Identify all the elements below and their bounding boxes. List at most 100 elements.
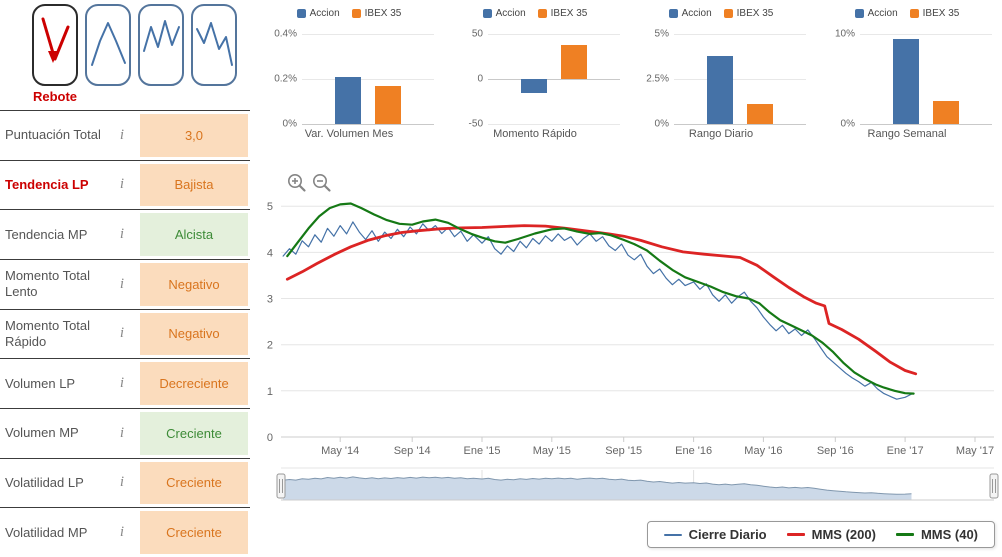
legend-swatch (723, 9, 733, 18)
indicator-table: Puntuación Total i 3,0 Tendencia LP i Bajista… (0, 110, 250, 557)
indicator-value: Creciente (140, 461, 248, 505)
indicator-row: Volumen MP i Creciente (0, 408, 250, 458)
legend-item-accion[interactable]: Accion (482, 8, 526, 19)
gridline (674, 124, 806, 125)
legend-item-ibex-35[interactable]: IBEX 35 (537, 8, 588, 19)
legend-item-mms-200[interactable]: MMS (200) (786, 527, 876, 542)
axis-tick-label: 0% (840, 118, 855, 130)
bar-ibex-35[interactable] (561, 44, 587, 79)
bar-accion[interactable] (521, 79, 547, 93)
gridline (674, 79, 806, 80)
bar-chart-legend: Accion IBEX 35 (628, 2, 814, 19)
rebound-pattern-icon (41, 17, 70, 63)
legend-item-mms-40[interactable]: MMS (40) (895, 527, 978, 542)
bar-chart-rango-semanal: Accion IBEX 35 0% 10% Rango Semanal (814, 2, 1000, 148)
legend-line-swatch (663, 533, 682, 536)
gridline (488, 124, 620, 125)
bar-ibex-35[interactable] (747, 104, 773, 124)
bar-chart-momento-r-pido: Accion IBEX 35 -50 0 50 Momento Rápido (442, 2, 628, 148)
legend-item-ibex-35[interactable]: IBEX 35 (723, 8, 773, 19)
gridline (674, 34, 806, 35)
bar-accion[interactable] (893, 39, 919, 124)
legend-label: IBEX 35 (550, 8, 588, 19)
axis-tick-label: 10% (834, 28, 855, 40)
bar-chart-title: Momento Rápido (493, 128, 577, 140)
legend-swatch (668, 9, 678, 18)
info-icon[interactable]: i (119, 275, 125, 292)
info-icon[interactable]: i (119, 226, 125, 243)
x-axis-label: May '17 (956, 445, 994, 457)
gridline (860, 34, 992, 35)
indicator-row: Volatilidad LP i Creciente (0, 457, 250, 508)
legend-item-cierre-diario[interactable]: Cierre Diario (663, 527, 767, 542)
legend-item-accion[interactable]: Accion (668, 8, 712, 19)
legend-item-accion[interactable]: Accion (296, 8, 340, 19)
info-icon[interactable]: i (119, 375, 125, 392)
info-icon[interactable]: i (119, 325, 125, 342)
legend-item-ibex-35[interactable]: IBEX 35 (351, 8, 401, 19)
axis-tick-label: 0% (282, 118, 297, 130)
indicator-value: Creciente (140, 412, 248, 455)
magnifier-minus-icon (312, 173, 331, 192)
bar-plot: 0% 2.5% 5% (646, 29, 806, 130)
bar-ibex-35[interactable] (375, 85, 401, 124)
legend-item-accion[interactable]: Accion (854, 8, 898, 19)
indicator-row: Puntuación Total i 3,0 (0, 110, 250, 160)
pattern-card-3[interactable] (138, 4, 184, 86)
indicator-value: Creciente (140, 511, 248, 554)
navigator-outline (283, 476, 912, 495)
info-icon[interactable]: i (119, 424, 125, 441)
indicator-value: Decreciente (140, 362, 248, 405)
indicator-label: Momento Total Rápido (5, 317, 91, 349)
price-chart[interactable]: 0 1 2 3 4 5 May '14 Sep '14 Ene '15 May '15 Sep '1… (255, 155, 1002, 467)
info-icon[interactable]: i (119, 474, 125, 491)
series-legend: Cierre Diario MMS (200) MMS (40) (646, 521, 995, 548)
pattern-card-2[interactable] (85, 4, 131, 86)
pattern-card-rebote[interactable] (32, 4, 78, 86)
legend-swatch (537, 9, 547, 18)
main-chart-region: 0 1 2 3 4 5 May '14 Sep '14 Ene '15 May '15 Sep '1… (255, 155, 1002, 467)
x-axis-label: Sep '14 (394, 445, 431, 457)
zoom-in-button[interactable] (285, 171, 307, 193)
x-axis-label: Sep '16 (817, 445, 854, 457)
legend-label: Cierre Diario (688, 527, 767, 542)
zigzag-pattern-icon (143, 20, 180, 52)
info-icon[interactable]: i (119, 126, 125, 143)
navigator-handle-right[interactable] (989, 473, 999, 499)
gridline (860, 124, 992, 125)
bar-accion[interactable] (335, 76, 361, 124)
bar-chart-var-volumen-mes: Accion IBEX 35 0% 0.2% 0.4% Var. Volumen Mes (256, 2, 442, 148)
indicator-value: Negativo (140, 263, 248, 306)
legend-swatch (909, 9, 919, 18)
indicator-row: Tendencia LP i Bajista (0, 159, 250, 210)
zoom-out-button[interactable] (310, 171, 332, 193)
gridline (488, 79, 620, 80)
axis-tick-label: -50 (468, 118, 483, 130)
pattern-selector (32, 4, 237, 86)
legend-label: Accion (309, 8, 340, 19)
legend-item-ibex-35[interactable]: IBEX 35 (909, 8, 959, 19)
indicator-value: Negativo (140, 312, 248, 356)
navigator-area[interactable] (283, 476, 912, 500)
pattern-card-4[interactable] (191, 4, 237, 86)
price-chart-svg[interactable]: 0 1 2 3 4 5 May '14 Sep '14 Ene '15 May '15 Sep '1… (255, 155, 1002, 467)
indicator-value: Alcista (140, 213, 248, 256)
legend-line-swatch (786, 533, 805, 536)
axis-tick-label: 5% (654, 28, 669, 40)
legend-swatch (482, 9, 492, 18)
series-cierre-diario (282, 221, 913, 400)
indicator-row: Volumen LP i Decreciente (0, 358, 250, 408)
bar-accion[interactable] (707, 55, 733, 124)
bar-ibex-35[interactable] (933, 100, 959, 124)
legend-label: MMS (40) (920, 527, 978, 542)
navigator-handle-left[interactable] (276, 473, 286, 499)
info-icon[interactable]: i (119, 176, 125, 193)
x-axis-label: May '15 (533, 445, 571, 457)
indicator-value: Bajista (140, 163, 248, 207)
legend-line-swatch (895, 533, 914, 536)
indicator-value: 3,0 (140, 114, 248, 157)
info-icon[interactable]: i (119, 524, 125, 541)
indicator-label: Momento Total Lento (5, 268, 91, 300)
